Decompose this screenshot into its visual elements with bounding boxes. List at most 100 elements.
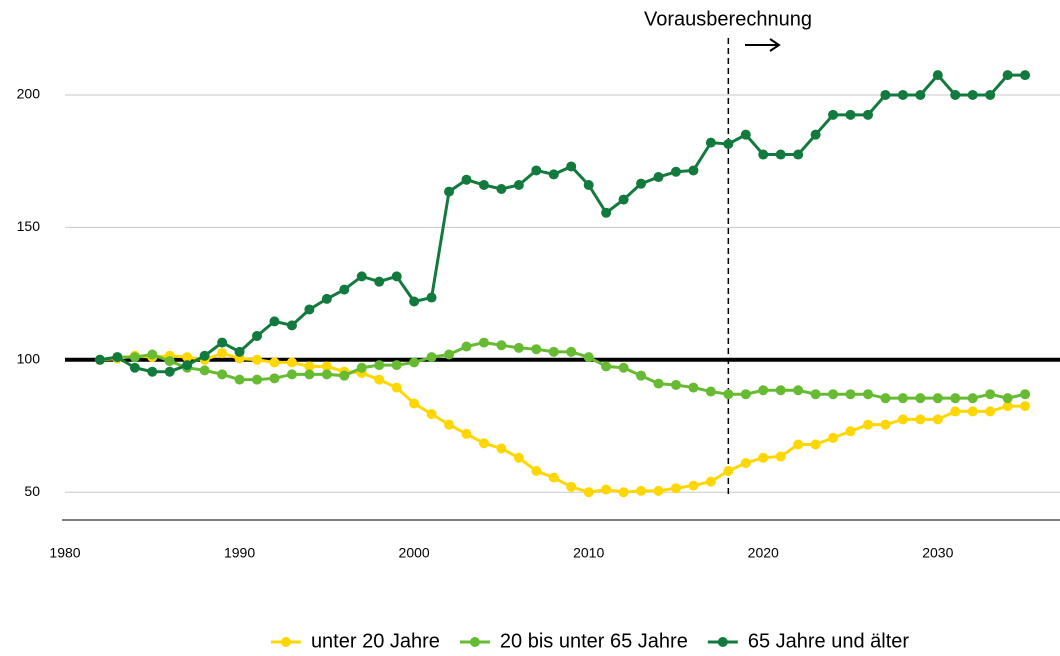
data-point bbox=[1002, 393, 1013, 404]
y-tick-label: 50 bbox=[24, 483, 40, 499]
legend-marker bbox=[717, 637, 728, 647]
data-point bbox=[409, 398, 420, 409]
data-point bbox=[304, 304, 315, 315]
data-point bbox=[688, 480, 699, 491]
data-point bbox=[548, 169, 559, 180]
data-point bbox=[147, 349, 158, 360]
data-point bbox=[182, 352, 193, 363]
data-point bbox=[950, 406, 961, 417]
data-point bbox=[653, 172, 664, 183]
data-point bbox=[234, 374, 245, 385]
data-point bbox=[723, 389, 734, 400]
data-point bbox=[670, 379, 681, 390]
legend: unter 20 Jahre 20 bis unter 65 Jahre 65 Ja… bbox=[270, 630, 910, 652]
data-point bbox=[252, 330, 263, 341]
y-tick-label: 200 bbox=[17, 86, 41, 102]
data-point bbox=[321, 361, 332, 372]
data-point bbox=[478, 438, 489, 449]
data-point bbox=[845, 109, 856, 120]
data-point bbox=[810, 129, 821, 140]
data-point bbox=[618, 487, 629, 498]
data-point bbox=[566, 161, 577, 172]
data-point bbox=[601, 484, 612, 495]
data-point bbox=[129, 362, 140, 373]
data-point bbox=[374, 374, 385, 385]
data-point bbox=[286, 369, 297, 380]
data-point bbox=[269, 373, 280, 384]
data-point bbox=[985, 89, 996, 100]
data-point bbox=[740, 129, 751, 140]
data-point bbox=[217, 337, 228, 348]
data-point bbox=[164, 356, 175, 367]
legend-label: 65 Jahre und älter bbox=[748, 630, 910, 652]
data-point bbox=[409, 296, 420, 307]
data-point bbox=[688, 382, 699, 393]
data-point bbox=[897, 414, 908, 425]
data-point bbox=[217, 348, 228, 359]
data-point bbox=[304, 369, 315, 380]
y-tick-label: 100 bbox=[17, 350, 41, 366]
arrow bbox=[745, 38, 781, 52]
data-point bbox=[356, 271, 367, 282]
data-point bbox=[950, 89, 961, 100]
x-tick-label: 1980 bbox=[49, 545, 80, 561]
legend-label: unter 20 Jahre bbox=[311, 630, 440, 652]
data-point bbox=[793, 385, 804, 396]
data-point bbox=[461, 341, 472, 352]
data-point bbox=[444, 419, 455, 430]
data-point bbox=[269, 316, 280, 327]
data-point bbox=[915, 89, 926, 100]
data-point bbox=[269, 357, 280, 368]
x-tick-label: 2010 bbox=[573, 545, 604, 561]
data-point bbox=[775, 451, 786, 462]
data-point bbox=[793, 439, 804, 450]
data-point bbox=[461, 174, 472, 185]
annotation: Vorausberechnung bbox=[644, 8, 812, 30]
data-point bbox=[339, 284, 350, 295]
data-point bbox=[1002, 401, 1013, 412]
data-point bbox=[618, 194, 629, 205]
data-point bbox=[967, 89, 978, 100]
data-point bbox=[950, 393, 961, 404]
data-point bbox=[391, 360, 402, 371]
data-point bbox=[688, 165, 699, 176]
data-point bbox=[601, 361, 612, 372]
legend-label: 20 bis unter 65 Jahre bbox=[500, 630, 688, 652]
data-point bbox=[112, 352, 123, 363]
data-point bbox=[932, 393, 943, 404]
data-point bbox=[775, 385, 786, 396]
data-point bbox=[583, 352, 594, 363]
x-tick-label: 2030 bbox=[922, 545, 953, 561]
data-point bbox=[985, 389, 996, 400]
data-point bbox=[566, 481, 577, 492]
data-point bbox=[1002, 70, 1013, 81]
data-point bbox=[967, 393, 978, 404]
data-point bbox=[199, 350, 210, 361]
data-point bbox=[304, 361, 315, 372]
data-point bbox=[129, 352, 140, 363]
legend-marker bbox=[280, 637, 291, 647]
data-point bbox=[1020, 70, 1031, 81]
data-point bbox=[321, 369, 332, 380]
data-point bbox=[915, 393, 926, 404]
data-point bbox=[636, 485, 647, 496]
data-point bbox=[845, 389, 856, 400]
data-point bbox=[356, 362, 367, 373]
data-point bbox=[636, 370, 647, 381]
data-point bbox=[705, 386, 716, 397]
data-point bbox=[828, 109, 839, 120]
x-tick-label: 1990 bbox=[224, 545, 255, 561]
data-point bbox=[862, 419, 873, 430]
data-point bbox=[618, 362, 629, 373]
legend-marker bbox=[469, 637, 480, 647]
data-point bbox=[234, 346, 245, 357]
data-point bbox=[391, 382, 402, 393]
data-point bbox=[740, 389, 751, 400]
data-point bbox=[513, 452, 524, 463]
data-point bbox=[426, 409, 437, 420]
x-tick-label: 2000 bbox=[399, 545, 430, 561]
data-point bbox=[286, 320, 297, 331]
data-point bbox=[915, 414, 926, 425]
data-point bbox=[444, 186, 455, 197]
data-point bbox=[880, 393, 891, 404]
